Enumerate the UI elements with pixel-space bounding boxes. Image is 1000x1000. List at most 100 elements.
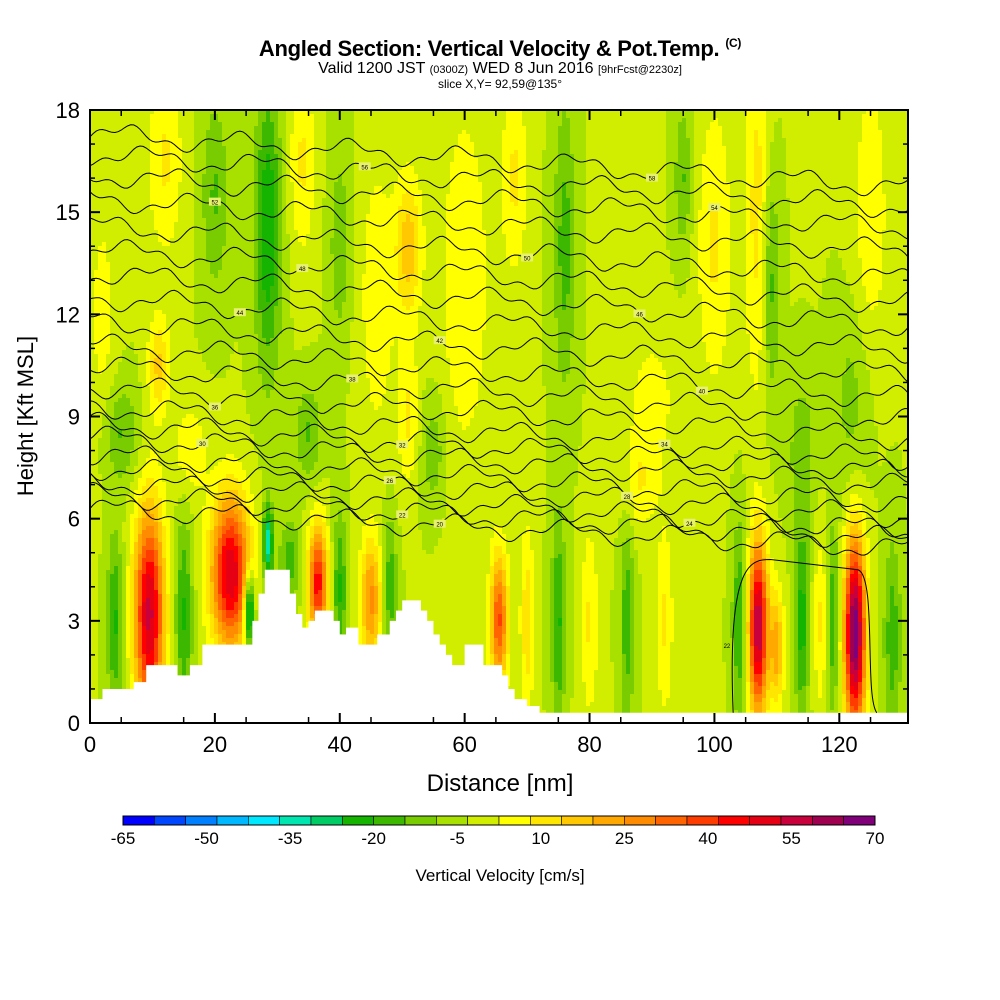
- field-cell: [382, 190, 387, 195]
- field-cell: [854, 182, 859, 187]
- field-cell: [442, 198, 447, 203]
- field-cell: [598, 122, 603, 127]
- field-cell: [766, 154, 771, 159]
- field-cell: [410, 130, 415, 135]
- field-cell: [878, 138, 883, 143]
- field-cell: [690, 186, 695, 191]
- field-cell: [278, 126, 283, 131]
- field-cell: [314, 178, 319, 183]
- field-cell: [582, 130, 587, 135]
- field-cell: [138, 122, 143, 127]
- field-cell: [578, 198, 583, 203]
- field-cell: [210, 190, 215, 195]
- field-cell: [130, 206, 135, 211]
- field-cell: [534, 194, 539, 199]
- field-cell: [734, 146, 739, 151]
- field-cell: [162, 134, 167, 139]
- field-cell: [98, 202, 103, 207]
- field-cell: [114, 146, 119, 151]
- field-cell: [218, 134, 223, 139]
- field-cell: [494, 202, 499, 207]
- field-cell: [546, 186, 551, 191]
- field-cell: [698, 166, 703, 171]
- field-cell: [198, 126, 203, 131]
- field-cell: [418, 186, 423, 191]
- field-cell: [526, 170, 531, 175]
- field-cell: [202, 178, 207, 183]
- field-cell: [890, 122, 895, 127]
- field-cell: [866, 154, 871, 159]
- field-cell: [806, 142, 811, 147]
- field-cell: [386, 142, 391, 147]
- field-cell: [186, 202, 191, 207]
- field-cell: [218, 130, 223, 135]
- field-cell: [382, 194, 387, 199]
- field-cell: [810, 150, 815, 155]
- field-cell: [746, 162, 751, 167]
- field-cell: [514, 134, 519, 139]
- field-cell: [326, 198, 331, 203]
- field-cell: [162, 142, 167, 147]
- field-cell: [110, 174, 115, 179]
- field-cell: [130, 134, 135, 139]
- field-cell: [394, 186, 399, 191]
- field-cell: [282, 142, 287, 147]
- field-cell: [798, 138, 803, 143]
- field-cell: [554, 162, 559, 167]
- field-cell: [154, 186, 159, 191]
- field-cell: [610, 166, 615, 171]
- field-cell: [162, 150, 167, 155]
- field-cell: [126, 118, 131, 123]
- field-cell: [338, 166, 343, 171]
- field-cell: [746, 138, 751, 143]
- field-cell: [870, 154, 875, 159]
- field-cell: [234, 154, 239, 159]
- field-cell: [610, 190, 615, 195]
- field-cell: [302, 142, 307, 147]
- field-cell: [686, 122, 691, 127]
- field-cell: [522, 174, 527, 179]
- field-cell: [202, 142, 207, 147]
- field-cell: [226, 122, 231, 127]
- field-cell: [806, 150, 811, 155]
- field-cell: [210, 186, 215, 191]
- field-cell: [774, 142, 779, 147]
- field-cell: [250, 198, 255, 203]
- field-cell: [718, 142, 723, 147]
- field-cell: [674, 170, 679, 175]
- field-cell: [746, 190, 751, 195]
- field-cell: [278, 118, 283, 123]
- field-cell: [314, 198, 319, 203]
- field-cell: [554, 138, 559, 143]
- field-cell: [806, 174, 811, 179]
- field-cell: [602, 170, 607, 175]
- field-cell: [674, 186, 679, 191]
- field-cell: [298, 206, 303, 211]
- field-cell: [506, 142, 511, 147]
- field-cell: [358, 134, 363, 139]
- field-cell: [874, 194, 879, 199]
- field-cell: [274, 194, 279, 199]
- field-cell: [578, 202, 583, 207]
- field-cell: [862, 190, 867, 195]
- field-cell: [810, 166, 815, 171]
- field-cell: [514, 146, 519, 151]
- field-cell: [566, 114, 571, 119]
- field-cell: [734, 170, 739, 175]
- field-cell: [618, 122, 623, 127]
- field-cell: [818, 166, 823, 171]
- field-cell: [698, 122, 703, 127]
- field-cell: [250, 194, 255, 199]
- field-cell: [266, 170, 271, 175]
- field-cell: [734, 154, 739, 159]
- field-cell: [438, 126, 443, 131]
- field-cell: [478, 166, 483, 171]
- field-cell: [630, 178, 635, 183]
- field-cell: [590, 198, 595, 203]
- field-cell: [314, 118, 319, 123]
- field-cell: [150, 146, 155, 151]
- field-cell: [882, 114, 887, 119]
- field-cell: [162, 158, 167, 163]
- field-cell: [446, 194, 451, 199]
- field-cell: [178, 174, 183, 179]
